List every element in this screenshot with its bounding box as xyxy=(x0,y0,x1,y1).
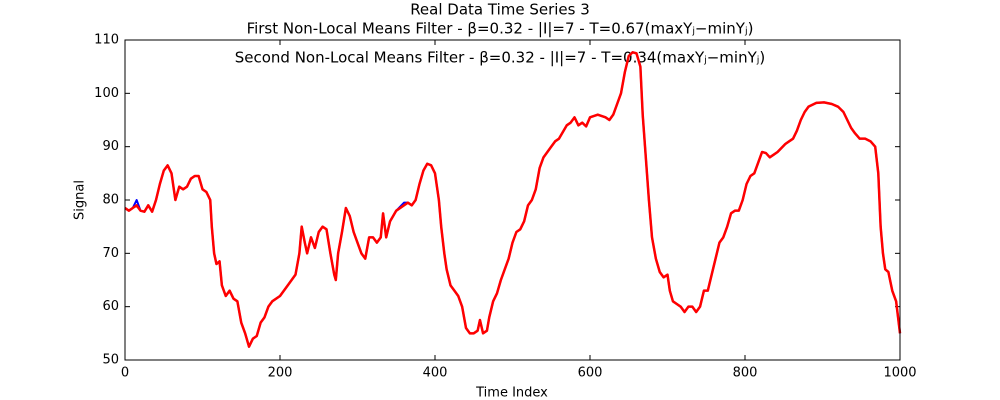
chart-subtitle: First Non-Local Means Filter - β=0.32 - … xyxy=(247,20,754,38)
y-tick-label: 60 xyxy=(102,299,119,314)
y-tick-label: 80 xyxy=(102,193,119,208)
plot-frame xyxy=(124,39,901,361)
y-tick-label: 90 xyxy=(102,139,119,154)
y-tick-label: 100 xyxy=(94,86,119,101)
x-tick-label: 400 xyxy=(423,366,448,381)
x-tick-label: 800 xyxy=(733,366,758,381)
x-axis-label: Time Index xyxy=(475,386,548,400)
annotation: Second Non-Local Means Filter - β=0.32 -… xyxy=(235,49,766,67)
x-tick-label: 200 xyxy=(268,366,293,381)
y-axis-label: Signal xyxy=(73,180,88,220)
y-tick-label: 70 xyxy=(102,246,119,261)
series-line xyxy=(124,51,902,348)
x-tick-label: 1000 xyxy=(883,366,916,381)
x-tick-label: 600 xyxy=(578,366,603,381)
y-tick-label: 110 xyxy=(94,33,119,48)
x-tick-label: 0 xyxy=(121,366,129,381)
y-tick-label: 50 xyxy=(102,353,119,368)
chart-title: Real Data Time Series 3 xyxy=(410,1,590,19)
